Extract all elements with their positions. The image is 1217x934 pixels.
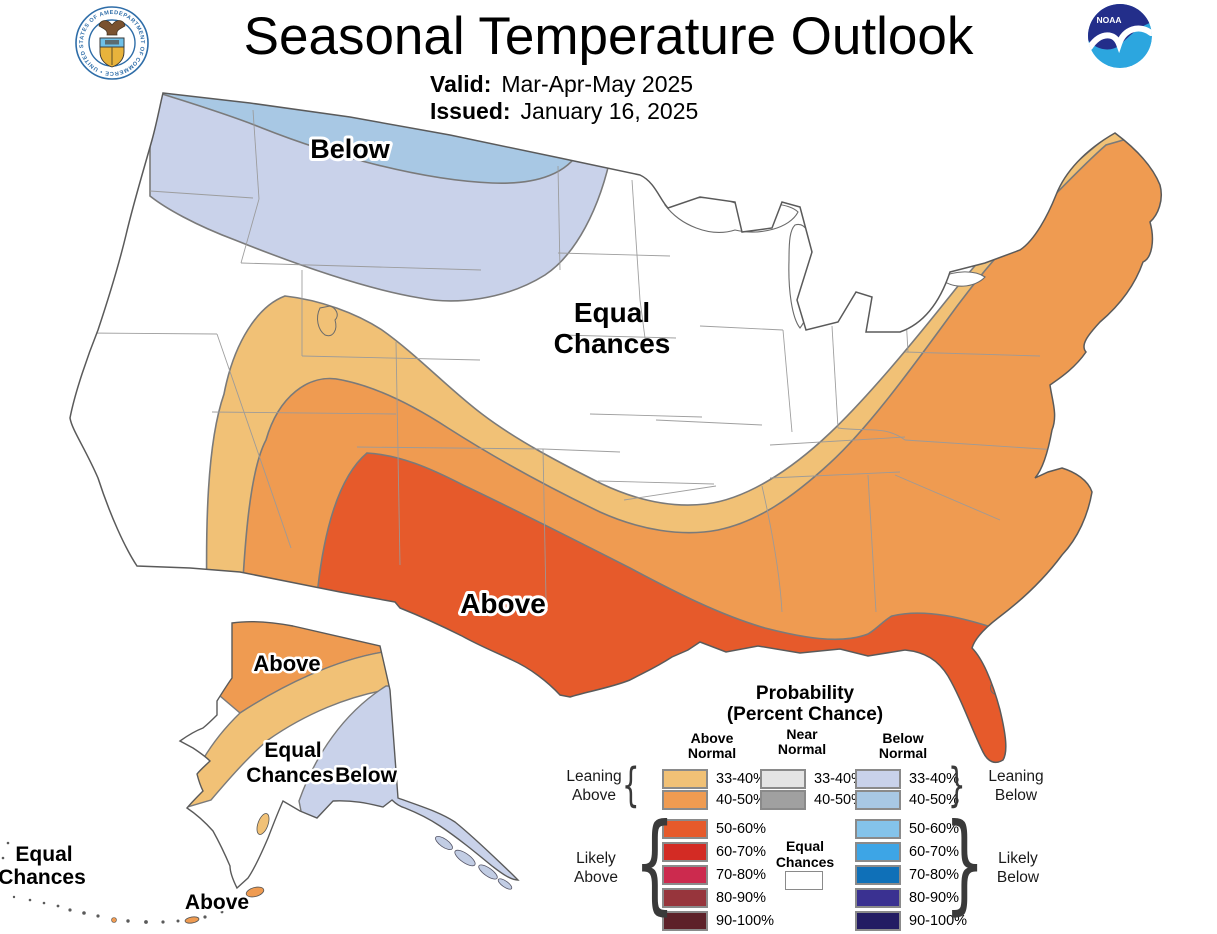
legend-likely-above: Likely Above: [574, 850, 618, 886]
alaska-label-above-south: Above: [185, 891, 249, 914]
legend-row-above-33-40: 33-40%: [662, 769, 766, 789]
legend-row-below-33-40: 33-40%: [855, 769, 959, 789]
legend-row-below-40-50: 40-50%: [855, 790, 959, 810]
legend-row-near-33-40: 33-40%: [760, 769, 864, 789]
swatch-below-50-60: [855, 819, 901, 839]
swatch-above-60-70: [662, 842, 708, 862]
conus-outline: [69, 92, 1162, 764]
issued-line: Issued: January 16, 2025: [430, 98, 698, 125]
state-boundaries: [84, 109, 1059, 613]
brace-likely-above: {: [634, 801, 676, 926]
brace-likely-below: }: [944, 801, 986, 926]
swatch-above-40-50: [662, 790, 708, 810]
lake-erie: [871, 290, 933, 318]
legend-likely-below: Likely Below: [996, 850, 1040, 886]
alaska-label-above-north: Above: [253, 651, 320, 676]
legend-row-above-50-60: 50-60%: [662, 819, 766, 839]
swatch-above-90-100: [662, 911, 708, 931]
alaska-label-equal-2: Chances: [246, 764, 334, 787]
alaska-label-equal-1: Equal: [264, 739, 321, 762]
legend-row-above-90-100: 90-100%: [662, 911, 774, 931]
conus-label-equal-1: Equal: [574, 297, 650, 328]
legend-row-below-70-80: 70-80%: [855, 865, 959, 885]
legend-row-above-60-70: 60-70%: [662, 842, 766, 862]
seal-shield: [99, 37, 125, 68]
swatch-above-33-40: [662, 769, 708, 789]
issued-label: Issued:: [430, 98, 511, 124]
alaska-label-below: Below: [335, 764, 398, 787]
conus-label-above: Above: [460, 588, 546, 619]
swatch-equal-chances: [785, 871, 823, 890]
legend-row-below-50-60: 50-60%: [855, 819, 959, 839]
brace-leaning-below: }: [948, 758, 966, 812]
conus-label-below: Below: [310, 134, 391, 164]
legend-leaning-above: Leaning Above: [566, 768, 622, 804]
brace-leaning-above: {: [622, 758, 640, 812]
noaa-gull-icon: [1088, 25, 1152, 54]
hawaii-label-equal-1: Equal: [15, 843, 72, 866]
swatch-below-80-90: [855, 888, 901, 908]
legend-col-above-normal: Above Normal: [687, 730, 737, 761]
conus-region-below-40-50: [149, 93, 581, 184]
valid-value: Mar-Apr-May 2025: [501, 71, 694, 97]
issued-value: January 16, 2025: [520, 98, 699, 124]
lake-huron: [819, 227, 868, 293]
legend-row-below-60-70: 60-70%: [855, 842, 959, 862]
swatch-below-33-40: [855, 769, 901, 789]
legend-row-above-40-50: 40-50%: [662, 790, 766, 810]
conus-label-equal-2: Chances: [554, 328, 671, 359]
valid-label: Valid:: [430, 71, 492, 97]
alaska-islands: [1, 813, 513, 924]
valid-line: Valid: Mar-Apr-May 2025: [430, 71, 698, 98]
swatch-above-50-60: [662, 819, 708, 839]
aleutian-islets: [1, 841, 224, 924]
legend-equal-chances: Equal Chances: [775, 838, 835, 870]
legend-col-below-normal: Below Normal: [878, 730, 928, 761]
doc-seal-logo: DEPARTMENT OF COMMERCE • UNITED STATES O…: [66, 1, 149, 80]
legend-row-above-70-80: 70-80%: [662, 865, 766, 885]
lake-ontario: [939, 271, 986, 287]
swatch-below-60-70: [855, 842, 901, 862]
swatch-below-40-50: [855, 790, 901, 810]
swatch-near-33-40: [760, 769, 806, 789]
legend-row-below-90-100: 90-100%: [855, 911, 967, 931]
legend-title-line1: Probability: [755, 683, 855, 704]
great-salt-lake: [317, 305, 338, 337]
swatch-below-70-80: [855, 865, 901, 885]
legend-title-line2: (Percent Chance): [726, 704, 884, 725]
swatch-above-70-80: [662, 865, 708, 885]
noaa-logo: NOAA: [1088, 4, 1152, 68]
seal-eagle: [98, 20, 126, 36]
hawaii-label-equal-2: Chances: [0, 866, 86, 889]
legend-row-near-40-50: 40-50%: [760, 790, 864, 810]
swatch-below-90-100: [855, 911, 901, 931]
legend-col-near-normal: Near Normal: [777, 726, 827, 757]
issue-block: Valid: Mar-Apr-May 2025 Issued: January 16…: [430, 71, 698, 125]
alaska-outline: [178, 620, 520, 890]
legend-row-below-80-90: 80-90%: [855, 888, 959, 908]
noaa-logo-text: NOAA: [1096, 15, 1121, 25]
swatch-near-40-50: [760, 790, 806, 810]
swatch-above-80-90: [662, 888, 708, 908]
legend-row-above-80-90: 80-90%: [662, 888, 766, 908]
legend-leaning-below: Leaning Below: [988, 768, 1044, 804]
page-title: Seasonal Temperature Outlook: [243, 7, 974, 66]
